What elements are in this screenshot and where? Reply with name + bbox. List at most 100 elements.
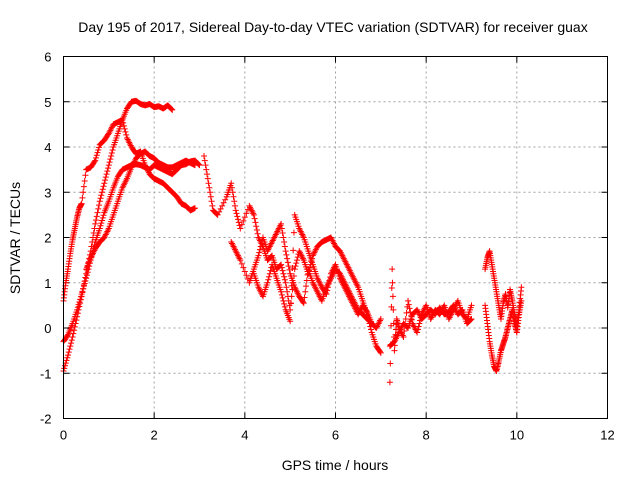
data-point bbox=[78, 200, 85, 207]
data-point bbox=[414, 329, 421, 336]
data-point bbox=[387, 360, 394, 367]
data-point bbox=[253, 223, 260, 230]
data-point bbox=[287, 300, 294, 307]
data-point bbox=[92, 157, 99, 164]
data-point bbox=[256, 246, 263, 253]
series-track-i bbox=[386, 302, 475, 350]
data-point bbox=[300, 300, 307, 307]
data-point bbox=[201, 157, 208, 164]
data-point bbox=[216, 208, 223, 215]
data-point bbox=[240, 264, 247, 271]
data-point bbox=[363, 308, 370, 315]
data-point bbox=[91, 225, 98, 232]
data-point bbox=[94, 149, 101, 156]
data-point bbox=[191, 205, 198, 212]
data-point bbox=[255, 252, 262, 259]
data-point bbox=[232, 207, 239, 214]
data-point bbox=[67, 343, 74, 350]
data-point bbox=[97, 195, 104, 202]
data-point bbox=[241, 268, 248, 275]
data-point bbox=[518, 284, 525, 291]
data-point bbox=[406, 305, 413, 312]
data-point bbox=[119, 116, 126, 123]
data-point bbox=[280, 270, 287, 277]
data-point bbox=[468, 315, 475, 322]
series-track-k bbox=[482, 297, 525, 374]
data-point bbox=[105, 162, 112, 169]
data-point bbox=[102, 174, 109, 181]
data-point bbox=[400, 334, 407, 341]
data-point bbox=[82, 277, 89, 284]
data-point bbox=[467, 316, 474, 323]
data-point bbox=[96, 202, 103, 209]
data-point bbox=[300, 298, 307, 305]
data-point bbox=[204, 171, 211, 178]
y-tick-label: 5 bbox=[44, 95, 51, 110]
x-tick-label: 6 bbox=[332, 428, 339, 443]
data-point bbox=[229, 189, 236, 196]
data-point bbox=[281, 239, 288, 246]
y-tick-label: 3 bbox=[44, 185, 51, 200]
x-axis-label: GPS time / hours bbox=[282, 457, 389, 473]
data-point bbox=[230, 193, 237, 200]
data-point bbox=[302, 288, 309, 295]
data-point bbox=[66, 346, 73, 353]
data-point bbox=[104, 168, 111, 175]
data-point bbox=[238, 260, 245, 267]
data-point bbox=[77, 296, 84, 303]
data-point bbox=[63, 357, 70, 364]
data-point bbox=[235, 219, 242, 226]
data-point bbox=[64, 354, 71, 361]
y-tick-label: 6 bbox=[44, 50, 51, 65]
data-point bbox=[468, 302, 475, 309]
data-point bbox=[254, 230, 261, 237]
data-point bbox=[107, 156, 114, 163]
data-point bbox=[279, 229, 286, 236]
data-point bbox=[206, 184, 213, 191]
data-point bbox=[250, 211, 257, 218]
data-point bbox=[222, 196, 229, 203]
data-point bbox=[81, 280, 88, 287]
data-point bbox=[70, 330, 77, 337]
data-point bbox=[257, 243, 264, 250]
data-point bbox=[93, 152, 100, 159]
data-point bbox=[98, 220, 105, 227]
data-point bbox=[280, 234, 287, 241]
data-point bbox=[99, 214, 106, 221]
data-point bbox=[389, 293, 396, 300]
data-point bbox=[71, 327, 78, 334]
data-point bbox=[69, 334, 76, 341]
data-point bbox=[292, 263, 299, 270]
data-point bbox=[282, 248, 289, 255]
data-point bbox=[120, 122, 127, 129]
data-point bbox=[68, 340, 75, 347]
data-point bbox=[281, 243, 288, 250]
y-tick-label: 0 bbox=[44, 321, 51, 336]
data-point bbox=[92, 154, 99, 161]
data-point bbox=[281, 276, 288, 283]
data-point bbox=[327, 274, 334, 281]
data-point bbox=[303, 277, 310, 284]
data-point bbox=[228, 180, 235, 187]
data-point bbox=[80, 283, 87, 290]
data-point bbox=[120, 119, 127, 126]
data-point bbox=[279, 294, 286, 301]
data-point bbox=[256, 249, 263, 256]
data-point bbox=[283, 251, 290, 258]
data-point bbox=[203, 166, 210, 173]
data-point bbox=[293, 260, 300, 267]
data-point bbox=[301, 294, 308, 301]
data-point bbox=[80, 183, 87, 190]
data-point bbox=[234, 213, 241, 220]
data-point bbox=[100, 183, 107, 190]
data-point bbox=[106, 159, 113, 166]
data-point bbox=[264, 279, 271, 286]
data-point bbox=[209, 202, 216, 209]
data-point bbox=[76, 298, 83, 305]
data-point bbox=[388, 303, 395, 310]
data-point bbox=[168, 106, 175, 113]
data-point bbox=[105, 165, 112, 172]
data-point bbox=[78, 291, 85, 298]
data-point bbox=[75, 301, 82, 308]
data-point bbox=[74, 304, 81, 311]
